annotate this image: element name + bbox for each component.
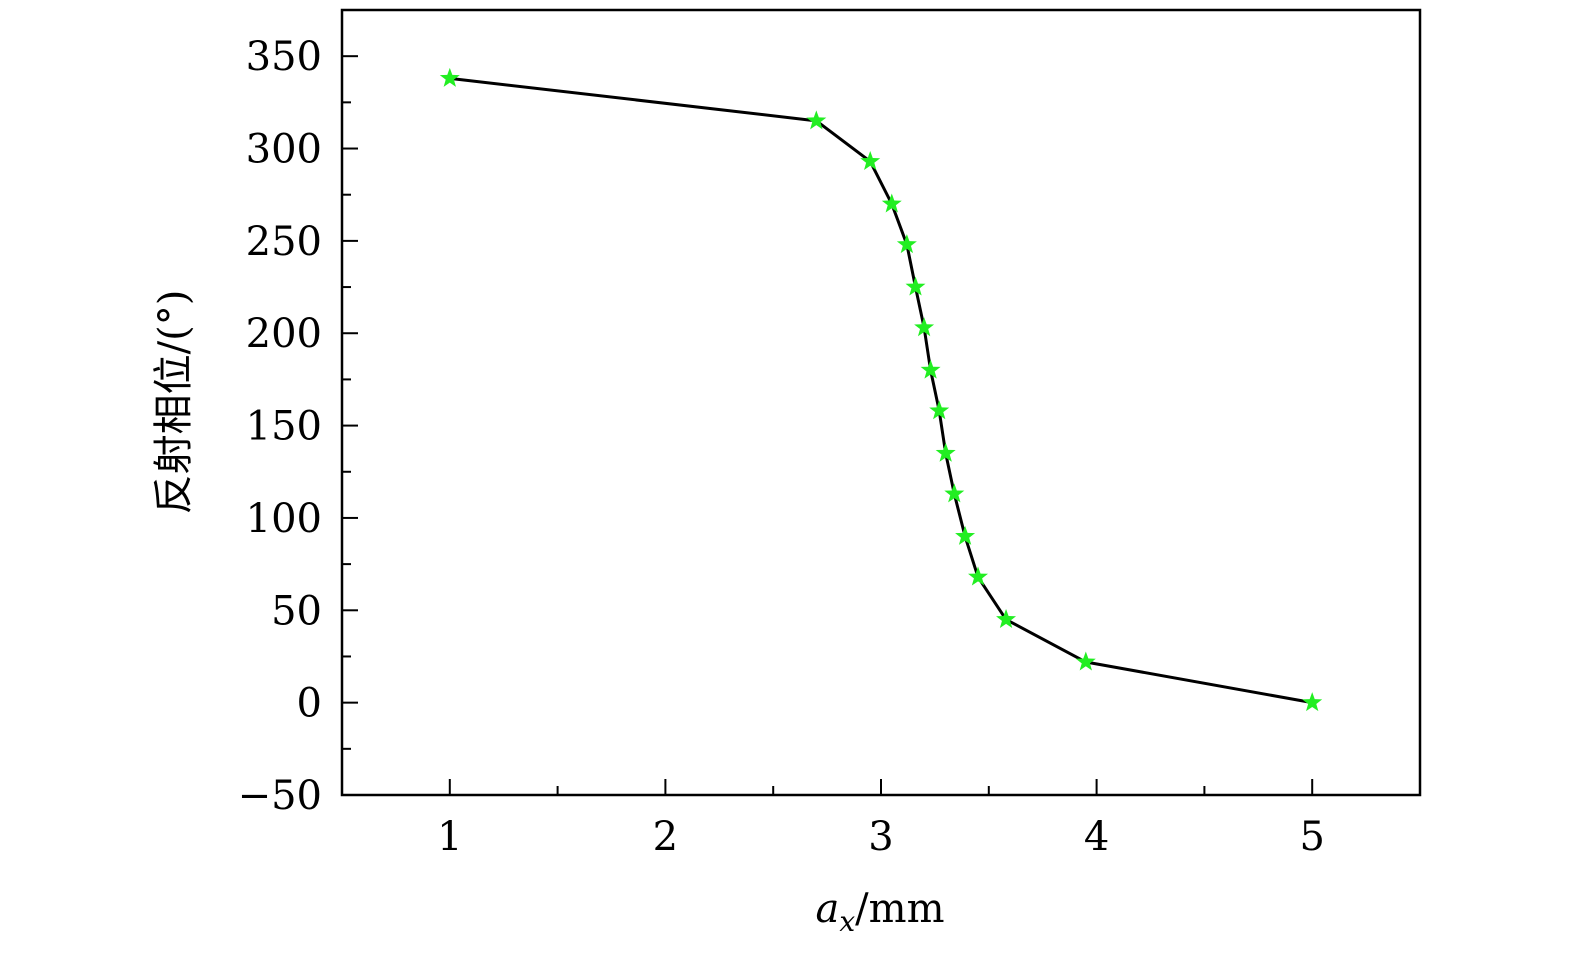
y-tick-label: 50 xyxy=(271,588,322,634)
tick-labels: 1 2 3 4 5 −50 0 50 100 150 200 250 300 350 xyxy=(238,34,1325,860)
data-point-star-marker xyxy=(920,359,941,379)
data-point-star-marker xyxy=(905,276,926,296)
y-axis-title: 反射相位/(°) xyxy=(151,290,197,515)
y-tick-label: 0 xyxy=(297,681,322,727)
data-point-star-marker xyxy=(935,442,956,462)
y-tick-label: −50 xyxy=(238,773,322,819)
data-point-star-marker xyxy=(929,400,950,420)
data-point-star-marker xyxy=(439,67,460,87)
x-tick-label: 2 xyxy=(653,814,678,860)
y-tick-label: 250 xyxy=(246,219,322,265)
y-tick-label: 200 xyxy=(246,311,322,357)
x-tick-label: 3 xyxy=(868,814,893,860)
series-line xyxy=(449,76,1313,705)
y-tick-label: 300 xyxy=(246,127,322,173)
data-point-star-marker xyxy=(806,110,827,130)
data-point-star-marker xyxy=(896,234,917,254)
data-point-star-marker xyxy=(1075,651,1096,671)
y-tick-label: 350 xyxy=(246,34,322,80)
data-point-star-marker xyxy=(996,609,1017,629)
plot-area-frame xyxy=(340,8,1422,797)
data-point-star-marker xyxy=(860,150,881,170)
x-tick-label: 1 xyxy=(437,814,462,860)
data-point-star-marker xyxy=(944,483,965,503)
x-axis-title-unit: /mm xyxy=(855,886,944,932)
data-point-star-marker xyxy=(955,525,976,545)
x-axis-title-base: a xyxy=(816,886,840,932)
x-axis-title-subscript: x xyxy=(839,905,855,938)
data-point-star-marker xyxy=(968,566,989,586)
data-point-star-marker xyxy=(881,193,902,213)
y-tick-label: 150 xyxy=(246,404,322,450)
data-point-star-marker xyxy=(914,317,935,337)
data-point-star-marker xyxy=(1302,692,1323,712)
series-markers xyxy=(439,67,1323,712)
y-tick-label: 100 xyxy=(246,496,322,542)
x-tick-label: 4 xyxy=(1084,814,1109,860)
axis-ticks xyxy=(342,55,1314,796)
x-axis-title: ax/mm xyxy=(816,886,945,938)
x-tick-label: 5 xyxy=(1299,814,1324,860)
series-line-path xyxy=(449,76,1313,705)
